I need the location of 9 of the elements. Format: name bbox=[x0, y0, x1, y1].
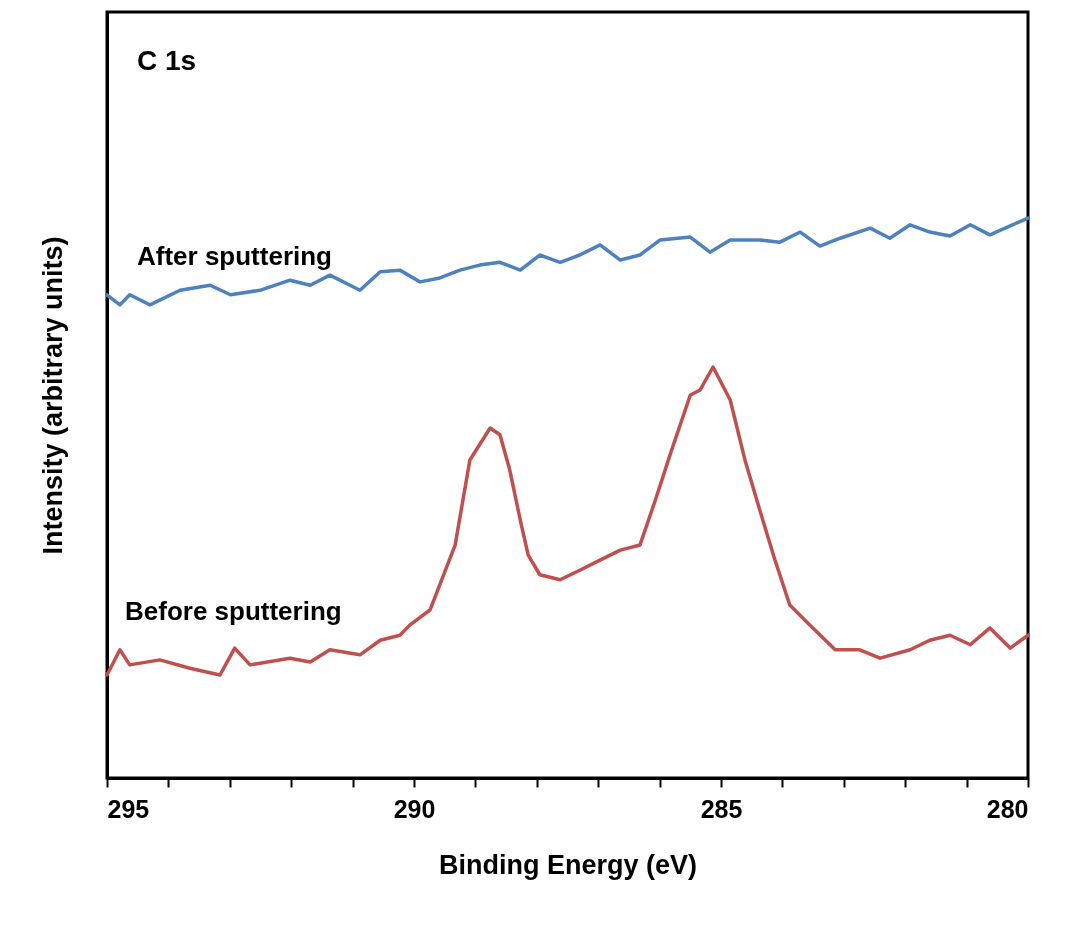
x-axis-title: Binding Energy (eV) bbox=[438, 849, 698, 880]
x-tick-label: 285 bbox=[700, 794, 743, 823]
x-tick-label: 295 bbox=[107, 794, 150, 823]
x-tick-label: 290 bbox=[393, 794, 436, 823]
text: C 1s bbox=[137, 45, 197, 76]
y-axis-title: Intensity (arbitrary units) bbox=[37, 236, 68, 555]
x-tick-label: 280 bbox=[986, 794, 1029, 823]
series-label: Before sputtering bbox=[125, 596, 342, 626]
series-label: After sputtering bbox=[137, 241, 332, 271]
